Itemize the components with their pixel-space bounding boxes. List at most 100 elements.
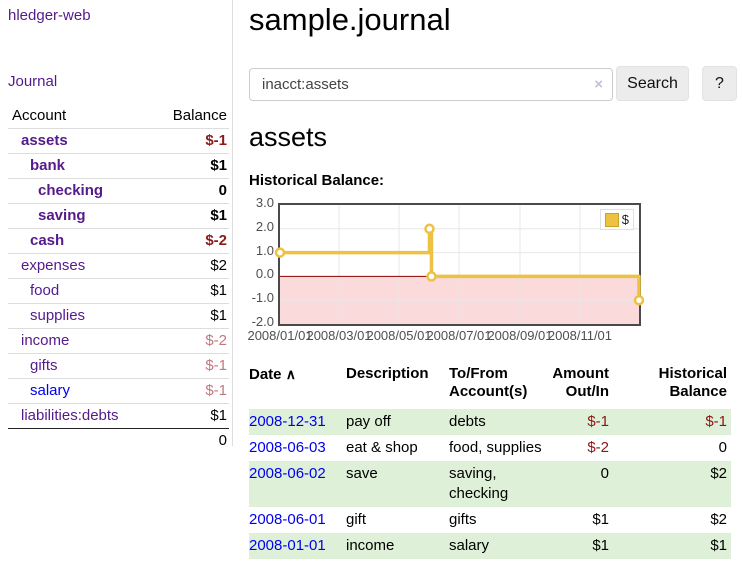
sidebar-item-journal[interactable]: Journal (8, 73, 58, 90)
accounts-table-header-row: Account Balance (8, 104, 229, 129)
transaction-accounts: debts (449, 409, 549, 435)
x-tick-label: 2008/03/01 (306, 328, 372, 343)
page-title: sample.journal (249, 2, 451, 37)
sidebar-account-cash[interactable]: cash (30, 232, 65, 249)
search-input[interactable] (249, 68, 613, 101)
transaction-description: eat & shop (346, 439, 418, 456)
help-button[interactable]: ? (702, 66, 737, 101)
x-tick-label: 2008/01/01 (247, 328, 313, 343)
app-title-link[interactable]: hledger-web (8, 7, 91, 24)
y-axis-labels: 3.0 2.0 1.0 0.0 -1.0 -2.0 (249, 195, 274, 329)
transaction-accounts: food, supplies (449, 439, 542, 456)
column-header-accounts: To/From Account(s) (449, 365, 528, 400)
transaction-description: income (346, 533, 449, 559)
transaction-accounts: saving, checking (449, 461, 549, 507)
y-tick-label: 3.0 (255, 195, 274, 210)
accounts-table: Account Balance assets $-1 bank $1 checking 0… (8, 104, 229, 453)
x-axis-labels: 2008/01/01 2008/03/01 2008/05/01 2008/07/01… (247, 328, 643, 344)
search-button[interactable]: Search (616, 66, 689, 101)
x-tick-label: 2008/09/01 (487, 328, 553, 343)
transaction-date-link[interactable]: 2008-12-31 (249, 413, 326, 430)
account-balance: $2 (151, 253, 229, 279)
transaction-description: save (346, 461, 449, 507)
transaction-date-link[interactable]: 2008-06-03 (249, 439, 326, 456)
register-table: Date ∧ Description To/From Account(s) Am… (249, 361, 731, 559)
column-header-amount: Amount Out/In (552, 365, 609, 400)
account-row: salary $-1 (8, 378, 229, 404)
account-row: saving $1 (8, 203, 229, 229)
data-point-marker[interactable] (424, 223, 435, 235)
chart-canvas (274, 205, 645, 324)
account-row: checking 0 (8, 178, 229, 204)
legend-label: $ (621, 212, 629, 227)
search-box: × (249, 68, 613, 101)
data-point-marker[interactable] (274, 247, 286, 258)
transaction-row: 2008-12-31 pay off debts $-1 $-1 (249, 409, 731, 435)
transaction-amount: $1 (549, 533, 613, 559)
clear-search-icon[interactable]: × (594, 76, 603, 93)
sidebar-account-assets[interactable]: assets (21, 132, 68, 149)
transaction-balance: $2 (613, 461, 731, 507)
balance-chart: 3.0 2.0 1.0 0.0 -1.0 -2.0 $ 2008/01/01 2008/03… (247, 195, 669, 345)
account-row: assets $-1 (8, 128, 229, 154)
account-row: expenses $2 (8, 253, 229, 279)
account-balance: $-2 (151, 228, 229, 254)
account-balance: $-1 (151, 378, 229, 404)
transaction-date-link[interactable]: 2008-06-02 (249, 465, 326, 482)
transaction-row: 2008-06-01 gift gifts $1 $2 (249, 507, 731, 533)
chart-plot-area[interactable]: $ (274, 203, 645, 326)
sidebar-account-salary[interactable]: salary (30, 382, 71, 399)
sidebar-account-income[interactable]: income (21, 332, 70, 349)
x-tick-label: 2008/05/01 (366, 328, 432, 343)
sidebar-account-saving[interactable]: saving (38, 207, 86, 224)
transaction-amount: $1 (592, 511, 609, 528)
sidebar-account-expenses[interactable]: expenses (21, 257, 86, 274)
search-form: × Search ? (249, 66, 737, 102)
transaction-amount: $-1 (549, 409, 613, 435)
sort-asc-icon: ∧ (285, 366, 296, 382)
transaction-date-link[interactable]: 2008-01-01 (249, 537, 326, 554)
x-tick-label: 2008/11/01 (547, 328, 613, 343)
account-balance: 0 (151, 178, 229, 204)
sidebar-account-checking[interactable]: checking (38, 182, 104, 199)
account-row: cash $-2 (8, 228, 229, 254)
sidebar-account-gifts[interactable]: gifts (30, 357, 58, 374)
transaction-row: 2008-06-03 eat & shop food, supplies $-2 0 (249, 435, 731, 461)
accounts-header-balance: Balance (151, 104, 229, 129)
account-row: bank $1 (8, 153, 229, 179)
column-header-date[interactable]: Date ∧ (249, 361, 346, 409)
sidebar-account-food[interactable]: food (30, 282, 60, 299)
register-header-row: Date ∧ Description To/From Account(s) Am… (249, 361, 731, 409)
main-content: sample.journal × Search ? assets Histori… (247, 0, 737, 582)
account-balance: $1 (151, 278, 229, 304)
account-balance: $-2 (151, 328, 229, 354)
account-balance: $1 (151, 153, 229, 179)
account-row: income $-2 (8, 328, 229, 354)
transaction-accounts: salary (449, 533, 549, 559)
data-point-marker[interactable] (426, 271, 437, 282)
sidebar-account-bank[interactable]: bank (30, 157, 66, 174)
account-row: supplies $1 (8, 303, 229, 329)
account-balance: $-1 (151, 128, 229, 154)
data-point-marker[interactable] (633, 294, 645, 306)
transaction-balance: $2 (710, 511, 727, 528)
y-tick-label: 0.0 (255, 266, 274, 282)
transaction-amount: 0 (549, 461, 613, 507)
transaction-balance: $1 (613, 533, 731, 559)
sidebar-account-supplies[interactable]: supplies (30, 307, 86, 324)
account-row: gifts $-1 (8, 353, 229, 379)
accounts-header-account: Account (8, 104, 152, 129)
y-tick-label: 1.0 (255, 242, 274, 258)
accounts-total-row: 0 (8, 428, 229, 453)
account-row: liabilities:debts $1 (8, 404, 229, 429)
sidebar: hledger-web Journal Account Balance asse… (0, 0, 233, 453)
date-header-label: Date (249, 366, 282, 383)
transaction-accounts: gifts (449, 511, 477, 528)
column-header-description: Description (346, 365, 429, 382)
transaction-amount: $-2 (587, 439, 609, 456)
transaction-date-link[interactable]: 2008-06-01 (249, 511, 326, 528)
transaction-row: 2008-06-02 save saving, checking 0 $2 (249, 461, 731, 507)
sidebar-account-liabilities-debts[interactable]: liabilities:debts (21, 407, 119, 424)
accounts-total-balance: 0 (151, 428, 229, 453)
